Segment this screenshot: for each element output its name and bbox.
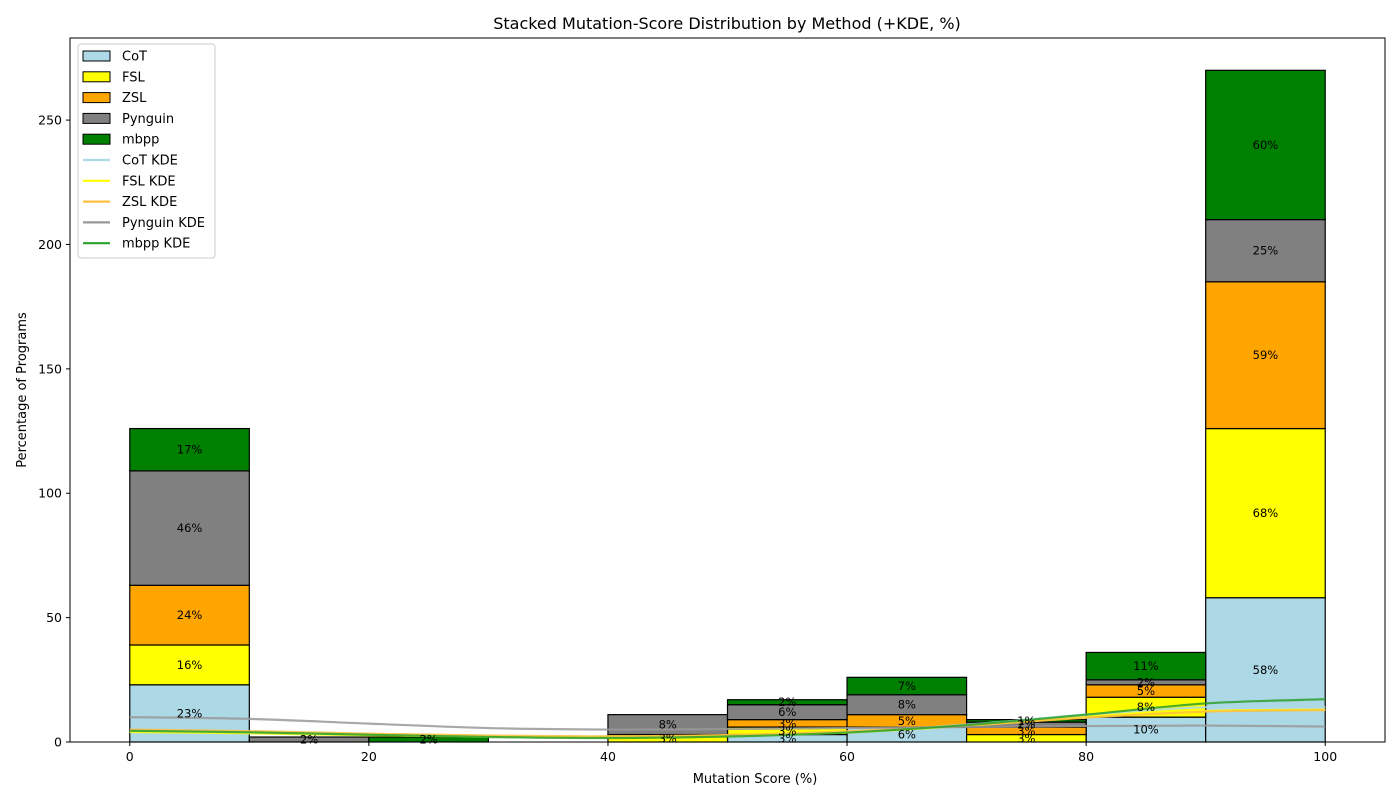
legend-swatch-mbpp [82, 133, 111, 145]
bar-label-pynguin-bin-6: 8% [898, 698, 916, 712]
legend-label-pynguin: Pynguin [122, 112, 174, 127]
legend-label-cot: CoT [122, 50, 147, 65]
bar-label-fsl-bin-5: 3% [778, 724, 796, 738]
bar-mbpp-bin-5 [726, 699, 848, 706]
plot-background [70, 38, 1385, 742]
y-tick-label: 150 [38, 361, 62, 376]
x-tick-label: 40 [600, 749, 616, 764]
legend-label-zsl: ZSL [122, 91, 147, 106]
bar-label-fsl-bin-4: 3% [659, 731, 677, 745]
bar-label-cot-bin-6: 6% [898, 728, 916, 742]
legend-label-fsl-kde: FSL KDE [122, 174, 176, 189]
legend-label-mbpp: mbpp [122, 133, 159, 148]
bar-mbpp-bin-6 [846, 676, 968, 696]
legend-label-mbpp-kde: mbpp KDE [122, 237, 190, 252]
bar-fsl-bin-9 [1205, 427, 1326, 599]
axes-frame [69, 37, 1386, 743]
bar-label-pynguin-bin-8: 2% [1137, 675, 1155, 689]
bar-label-mbpp-bin-7: 1% [1017, 714, 1035, 728]
kde-line-mbpp-kde [129, 698, 1326, 740]
bar-label-mbpp-bin-9: 60% [1253, 138, 1279, 152]
y-tick-label: 50 [46, 610, 62, 625]
bar-mbpp-bin-0 [129, 427, 250, 472]
bar-label-mbpp-bin-8: 11% [1133, 659, 1159, 673]
bar-mbpp-bin-8 [1085, 651, 1207, 681]
legend-swatch-pynguin [82, 112, 111, 124]
legend-label-pynguin-kde: Pynguin KDE [122, 216, 205, 231]
bar-label-zsl-bin-8: 5% [1137, 684, 1155, 698]
bar-label-cot-bin-8: 10% [1133, 723, 1159, 737]
bar-label-pynguin-bin-7: 2% [1017, 718, 1035, 732]
bar-label-mbpp-bin-6: 7% [898, 679, 916, 693]
bar-label-pynguin-bin-9: 25% [1253, 244, 1279, 258]
legend-swatch-fsl [82, 71, 111, 83]
kde-line-pynguin-kde [129, 716, 1326, 731]
bar-label-pynguin-bin-4: 8% [659, 718, 677, 732]
bar-label-cot-bin-9: 58% [1253, 663, 1279, 677]
y-tick-label: 200 [38, 237, 62, 252]
axes-group: 0 20 40 60 80 100 0 50 100 150 200 250 [38, 37, 1386, 764]
bar-label-fsl-bin-8: 8% [1137, 700, 1155, 714]
legend-box [77, 43, 216, 259]
chart-title: Stacked Mutation-Score Distribution by M… [493, 14, 961, 33]
bar-label-mbpp-bin-2: 2% [420, 733, 438, 747]
bar-label-zsl-bin-6: 5% [898, 714, 916, 728]
bar-mbpp-bin-9 [1205, 69, 1326, 221]
bar-label-cot-bin-0: 23% [177, 706, 203, 720]
x-tick-label: 20 [361, 749, 377, 764]
y-tick-label: 250 [38, 113, 62, 128]
x-tick-label: 100 [1313, 749, 1337, 764]
bar-label-fsl-bin-9: 68% [1253, 506, 1279, 520]
bar-zsl-bin-9 [1205, 281, 1326, 430]
bar-label-mbpp-bin-0: 17% [177, 443, 203, 457]
bar-label-zsl-bin-7: 3% [1017, 724, 1035, 738]
legend-label-cot-kde: CoT KDE [122, 154, 178, 169]
bar-label-pynguin-bin-5: 6% [778, 705, 796, 719]
legend: CoT FSL ZSL Pynguin mbpp CoT KDE FSL KDE ZSL KD… [77, 43, 216, 259]
plot-area [70, 38, 1385, 742]
y-tick-label: 100 [38, 486, 62, 501]
bar-label-zsl-bin-9: 59% [1253, 348, 1279, 362]
bar-label-pynguin-bin-0: 46% [177, 521, 203, 535]
x-tick-label: 0 [126, 749, 134, 764]
legend-label-fsl: FSL [122, 70, 146, 85]
bars-group [129, 69, 1326, 743]
legend-swatch-zsl [82, 92, 111, 104]
y-axis-label: Percentage of Programs [15, 312, 30, 468]
bar-label-fsl-bin-0: 16% [177, 658, 203, 672]
bar-label-zsl-bin-0: 24% [177, 608, 203, 622]
kde-lines-group [129, 698, 1326, 740]
kde-line-zsl-kde [129, 709, 1326, 738]
bar-label-pynguin-bin-1: 2% [300, 733, 318, 747]
x-tick-label: 80 [1078, 749, 1094, 764]
y-tick-label: 0 [54, 735, 62, 750]
legend-swatch-cot [82, 50, 111, 62]
x-tick-label: 60 [839, 749, 855, 764]
legend-label-zsl-kde: ZSL KDE [122, 195, 177, 210]
bar-label-zsl-bin-5: 3% [778, 716, 796, 730]
bar-labels-group: 23%3% 6% 10%58%16%3%3%3%8%68%24%3% 5%3%5%59… [177, 138, 1279, 747]
x-axis-label: Mutation Score (%) [693, 772, 818, 787]
bar-zsl-bin-0 [129, 584, 250, 646]
bar-label-mbpp-bin-5: 2% [778, 695, 796, 709]
